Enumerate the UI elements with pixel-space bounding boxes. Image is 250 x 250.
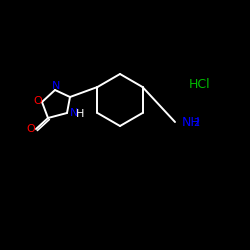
Text: NH: NH: [182, 116, 201, 128]
Text: N: N: [52, 81, 60, 91]
Text: N: N: [70, 108, 78, 118]
Text: HCl: HCl: [189, 78, 211, 92]
Text: O: O: [34, 96, 42, 106]
Text: O: O: [26, 124, 36, 134]
Text: 2: 2: [193, 118, 199, 128]
Text: H: H: [76, 109, 84, 119]
